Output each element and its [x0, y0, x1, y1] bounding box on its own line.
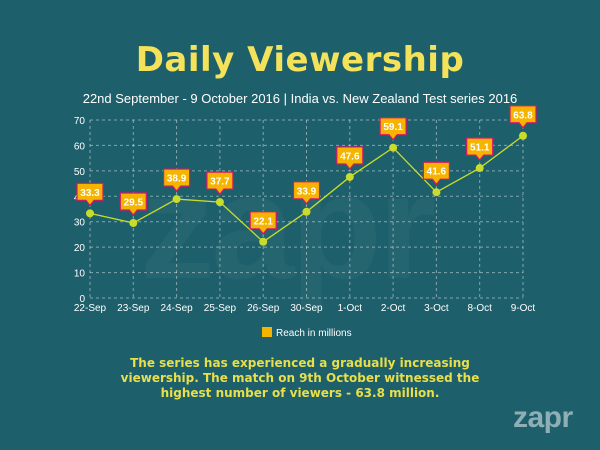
zapr-logo: zapr [513, 401, 573, 434]
data-point [172, 195, 181, 204]
legend-label: Reach in millions [276, 328, 352, 339]
y-tick-label: 10 [74, 269, 86, 280]
data-point [475, 164, 484, 173]
data-label-callout [466, 137, 494, 162]
x-tick-label: 26-Sep [247, 303, 280, 314]
y-tick-label: 60 [74, 141, 86, 152]
data-label: 51.1 [470, 143, 490, 154]
data-point [389, 143, 398, 152]
page-title: Daily Viewership [135, 40, 465, 80]
data-point [129, 218, 138, 227]
data-label-callout [119, 192, 147, 216]
data-label-callout [336, 146, 364, 170]
x-tick-label: 2-Oct [381, 303, 406, 314]
data-point [302, 207, 311, 216]
data-label-callout [422, 161, 450, 186]
x-tick-label: 22-Sep [74, 303, 107, 314]
chart-series: 33.3 29.5 38.9 37.7 22.1 33.9 47.6 59.1 41.6 51.1… [76, 105, 537, 246]
x-tick-label: 30-Sep [290, 303, 323, 314]
x-tick-label: 3-Oct [424, 303, 449, 314]
data-point [432, 188, 441, 197]
x-tick-label: 8-Oct [467, 303, 492, 314]
data-label: 41.6 [427, 167, 447, 178]
y-tick-label: 0 [79, 294, 85, 305]
data-label: 37.7 [210, 177, 230, 188]
data-label-callout [379, 117, 407, 141]
data-label: 59.1 [383, 122, 403, 133]
page-subtitle: 22nd September - 9 October 2016 | India … [82, 91, 518, 106]
data-label-callout [509, 105, 537, 129]
x-tick-label: 9-Oct [511, 303, 536, 314]
y-tick-label: 20 [74, 243, 86, 254]
x-tick-label: 25-Sep [204, 303, 237, 314]
data-label-callout [292, 181, 321, 205]
data-point [259, 237, 268, 246]
data-point [345, 172, 354, 181]
y-tick-label: 70 [74, 116, 86, 127]
x-tick-label: 1-Oct [338, 303, 363, 314]
x-tick-label: 23-Sep [117, 303, 150, 314]
chart-legend: Reach in millions [262, 327, 352, 339]
data-label-callout [249, 211, 277, 235]
data-label: 47.6 [340, 151, 360, 162]
summary-caption: The series has experienced a gradually i… [120, 356, 480, 400]
data-label: 63.8 [513, 110, 533, 121]
data-label: 38.9 [167, 174, 187, 185]
data-point [519, 131, 527, 140]
y-tick-label: 50 [74, 167, 86, 178]
data-label-callout [163, 168, 191, 193]
chart-grid [89, 119, 524, 299]
legend-swatch [262, 327, 272, 337]
data-point [86, 209, 94, 218]
data-label: 33.9 [297, 186, 317, 197]
data-label: 29.5 [124, 197, 144, 208]
x-tick-label: 24-Sep [160, 303, 193, 314]
chart-axes: 01020304050607022-Sep23-Sep24-Sep25-Sep2… [74, 116, 536, 314]
data-label: 22.1 [253, 216, 273, 227]
data-label-callout [206, 171, 234, 196]
y-tick-label: 30 [74, 218, 86, 229]
data-label: 33.3 [80, 188, 100, 199]
data-point [215, 198, 224, 207]
data-label-callout [76, 182, 104, 207]
